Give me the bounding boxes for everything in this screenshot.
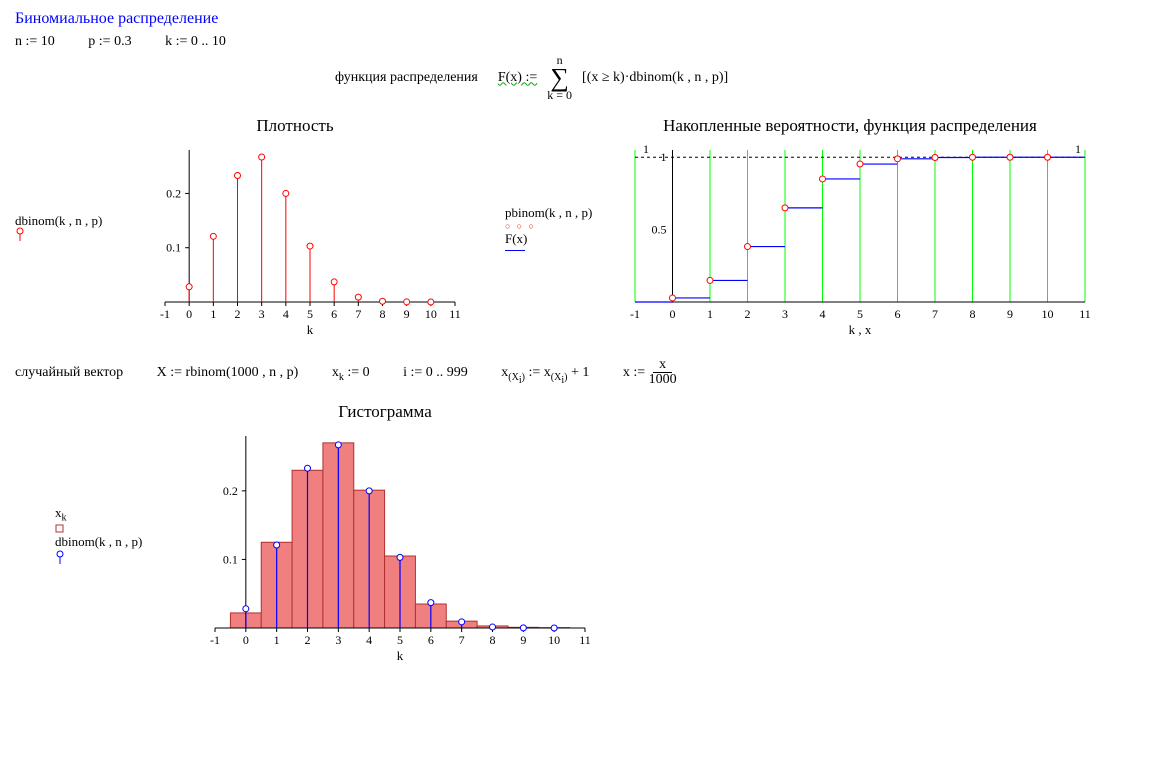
- svg-text:10: 10: [425, 307, 437, 321]
- cdf-lhs: F(x) :=: [498, 70, 537, 86]
- svg-text:2: 2: [305, 633, 311, 647]
- chart1-svg: 0.1 0.2 -1 0 1 2 3 4 5 6 7 8 9 10 11 k: [125, 140, 465, 340]
- svg-text:9: 9: [1007, 307, 1013, 321]
- rand-seg2: xk := 0: [332, 365, 370, 383]
- svg-text:3: 3: [782, 307, 788, 321]
- svg-text:3: 3: [259, 307, 265, 321]
- chart3-legend1-marker: [55, 524, 175, 534]
- svg-text:-1: -1: [210, 633, 220, 647]
- random-vector-row: случайный вектор X := rbinom(1000 , n , …: [15, 358, 1152, 387]
- svg-text:0.2: 0.2: [166, 187, 181, 201]
- svg-text:0: 0: [243, 633, 249, 647]
- svg-text:9: 9: [404, 307, 410, 321]
- svg-text:5: 5: [857, 307, 863, 321]
- svg-text:4: 4: [283, 307, 289, 321]
- legend-marker-icon: [15, 227, 125, 241]
- chart3-legend2: dbinom(k , n , p): [55, 534, 175, 550]
- sigma-icon: ∑: [550, 66, 569, 89]
- svg-text:2: 2: [235, 307, 241, 321]
- cdf-label: функция распределения: [335, 70, 478, 86]
- svg-text:1: 1: [1075, 143, 1081, 157]
- rand-seg1: X := rbinom(1000 , n , p): [157, 365, 299, 381]
- svg-text:6: 6: [428, 633, 434, 647]
- svg-text:0.1: 0.1: [166, 241, 181, 255]
- charts-row-1: dbinom(k , n , p) Плотность 0.1 0.2 -1 0 1 2 3…: [15, 116, 1152, 340]
- svg-text:1: 1: [210, 307, 216, 321]
- svg-text:10: 10: [548, 633, 560, 647]
- svg-text:0: 0: [670, 307, 676, 321]
- chart2-title: Накопленные вероятности, функция распред…: [605, 116, 1095, 140]
- svg-text:5: 5: [397, 633, 403, 647]
- svg-text:4: 4: [366, 633, 372, 647]
- svg-text:10: 10: [1042, 307, 1054, 321]
- chart-cdf-block: pbinom(k , n , p) ○ ○ ○ F(x) Накопленные…: [505, 116, 1095, 340]
- svg-text:0.5: 0.5: [652, 223, 667, 237]
- chart2-legend: pbinom(k , n , p) ○ ○ ○ F(x): [505, 205, 605, 251]
- svg-text:0.1: 0.1: [223, 553, 238, 567]
- svg-text:1: 1: [643, 143, 649, 157]
- svg-text:8: 8: [970, 307, 976, 321]
- chart1-title: Плотность: [125, 116, 465, 140]
- svg-text:6: 6: [895, 307, 901, 321]
- svg-text:-1: -1: [160, 307, 170, 321]
- chart3-svg: 0.1 0.2 -1 0 1 2 3 4 5 6 7 8 9 10 11 k: [175, 426, 595, 666]
- param-n: n := 10: [15, 34, 55, 49]
- svg-text:1: 1: [274, 633, 280, 647]
- chart-histogram-block: xk dbinom(k , n , p) Гистограмма 0.1 0.2 -…: [55, 402, 1152, 666]
- svg-text:1: 1: [661, 151, 667, 165]
- svg-text:7: 7: [355, 307, 361, 321]
- param-row: n := 10 p := 0.3 k := 0 .. 10: [15, 34, 1152, 54]
- svg-text:6: 6: [331, 307, 337, 321]
- sum-lower: k = 0: [547, 89, 572, 101]
- cdf-formula-row: функция распределения F(x) := n ∑ k = 0 …: [335, 54, 1152, 101]
- svg-text:11: 11: [1079, 307, 1091, 321]
- chart3-legend1: xk: [55, 505, 175, 524]
- chart1-legend: dbinom(k , n , p): [15, 213, 125, 243]
- svg-text:11: 11: [449, 307, 461, 321]
- svg-text:8: 8: [380, 307, 386, 321]
- chart2-legend1-markers: ○ ○ ○: [505, 221, 603, 231]
- rand-label: случайный вектор: [15, 365, 123, 381]
- page-title: Биномиальное распределение: [15, 10, 1152, 34]
- svg-text:3: 3: [335, 633, 341, 647]
- svg-text:1: 1: [707, 307, 713, 321]
- svg-text:0.2: 0.2: [223, 484, 238, 498]
- rand-seg3: i := 0 .. 999: [403, 365, 468, 381]
- svg-text:9: 9: [520, 633, 526, 647]
- chart3-legend2-marker: [55, 550, 175, 564]
- svg-text:11: 11: [579, 633, 591, 647]
- rand-seg5: x := x1000: [623, 358, 677, 387]
- svg-text:5: 5: [307, 307, 313, 321]
- chart2-svg: 0.5111-101234567891011k , x: [605, 140, 1095, 340]
- cdf-rhs: [(x ≥ k)·dbinom(k , n , p)]: [582, 70, 728, 86]
- svg-text:-1: -1: [630, 307, 640, 321]
- svg-text:2: 2: [745, 307, 751, 321]
- chart3-title: Гистограмма: [175, 402, 595, 426]
- svg-text:k: k: [307, 322, 314, 337]
- svg-text:7: 7: [459, 633, 465, 647]
- svg-text:k: k: [397, 648, 404, 663]
- chart2-legend2-line: [505, 250, 525, 251]
- chart-density-block: dbinom(k , n , p) Плотность 0.1 0.2 -1 0 1 2 3…: [15, 116, 465, 340]
- svg-text:0: 0: [186, 307, 192, 321]
- svg-text:4: 4: [820, 307, 826, 321]
- chart2-legend1: pbinom(k , n , p): [505, 205, 605, 221]
- param-k: k := 0 .. 10: [165, 34, 226, 49]
- param-p: p := 0.3: [88, 34, 131, 49]
- svg-text:k , x: k , x: [849, 322, 872, 337]
- chart3-legend: xk dbinom(k , n , p): [55, 505, 175, 564]
- svg-text:7: 7: [932, 307, 938, 321]
- chart2-legend2: F(x): [505, 231, 605, 247]
- rand-seg4: x(Xi) := x(Xi) + 1: [501, 365, 589, 386]
- svg-text:8: 8: [490, 633, 496, 647]
